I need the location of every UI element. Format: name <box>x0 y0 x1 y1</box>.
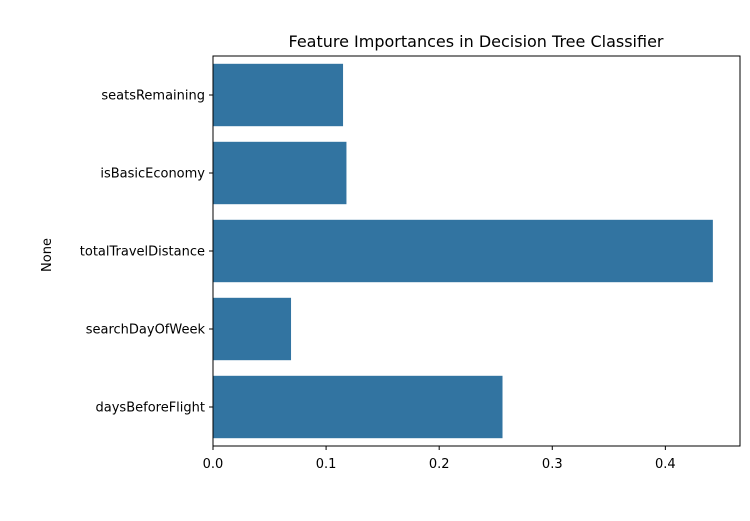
y-tick-label: searchDayOfWeek <box>86 323 206 338</box>
x-tick-label: 0.3 <box>542 457 563 472</box>
y-tick-group: seatsRemaining isBasicEconomy totalTravelD… <box>80 89 213 416</box>
bars-group <box>213 63 713 439</box>
y-tick-label: seatsRemaining <box>101 89 205 104</box>
bar-totalTravelDistance <box>213 219 713 283</box>
y-tick-label: daysBeforeFlight <box>96 401 205 416</box>
bar-seatsRemaining <box>213 63 344 127</box>
x-tick-label: 0.1 <box>316 457 337 472</box>
x-tick-label: 0.0 <box>203 457 224 472</box>
y-tick-label: totalTravelDistance <box>80 245 205 260</box>
chart-title: Feature Importances in Decision Tree Cla… <box>289 32 664 51</box>
y-axis-label: None <box>40 238 55 272</box>
bar-daysBeforeFlight <box>213 375 503 439</box>
x-tick-group: 0.0 0.1 0.2 0.3 0.4 <box>203 446 676 472</box>
x-tick-label: 0.4 <box>655 457 676 472</box>
x-tick-label: 0.2 <box>429 457 450 472</box>
plot-area-frame <box>212 55 741 447</box>
y-tick-label: isBasicEconomy <box>100 167 205 182</box>
bar-isBasicEconomy <box>213 141 347 205</box>
bar-searchDayOfWeek <box>213 297 292 361</box>
